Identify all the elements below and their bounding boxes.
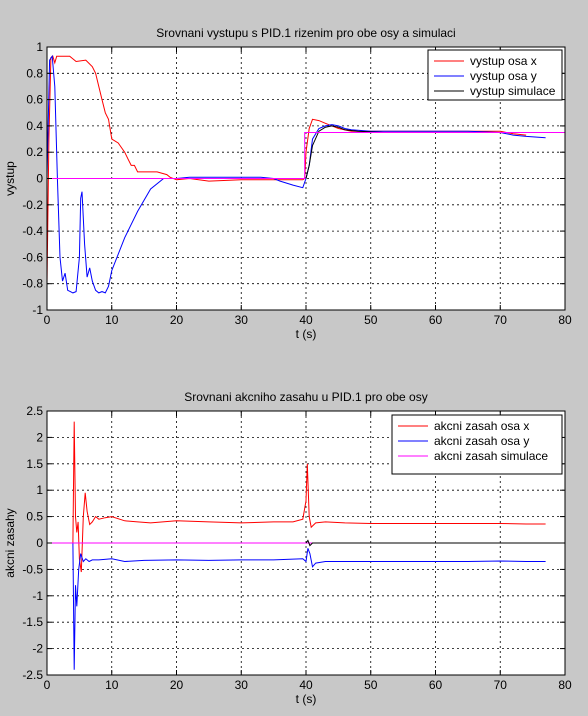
y-tick-label: 1: [36, 40, 43, 54]
y-tick-label: 0.4: [26, 119, 43, 133]
y-tick-label: -0.4: [22, 224, 43, 238]
legend-box: [391, 414, 563, 475]
y-tick-label: -1: [32, 303, 43, 317]
series-line-3: [305, 125, 384, 179]
legend-entry: akcni zasah simulace: [434, 449, 548, 463]
x-tick-label: 50: [364, 678, 378, 692]
y-tick-label: -2.5: [22, 668, 43, 682]
y-tick-label: 0: [36, 536, 43, 550]
x-tick-label: 60: [429, 313, 443, 327]
y-tick-label: 0.2: [26, 145, 43, 159]
y-tick-label: -0.5: [22, 562, 43, 576]
legend-box: [427, 49, 563, 101]
x-tick-label: 50: [364, 313, 378, 327]
y-tick-label: 0.6: [26, 93, 43, 107]
chart-title: Srovnani akcniho zasahu u PID.1 pro obe …: [184, 390, 427, 404]
x-tick-label: 60: [429, 678, 443, 692]
x-tick-label: 40: [299, 678, 313, 692]
y-tick-label: -1.5: [22, 615, 43, 629]
series-line-1: [46, 55, 527, 284]
x-axis-label: t (s): [296, 327, 317, 341]
y-tick-label: -0.2: [22, 198, 43, 212]
legend-entry: akcni zasah osa y: [434, 434, 529, 448]
x-axis-label: t (s): [296, 692, 317, 706]
chart-1: 0 10 20 30 40 50 60 70 80 -1 -0.8 -0.6 -0.4 -0.2 0 0.2 0…: [3, 26, 572, 341]
y-tick-label: 2.5: [26, 404, 43, 418]
y-tick-label: -2: [32, 642, 43, 656]
chart-2: 0 10 20 30 40 50 60 70 80 -2.5 -2 -1.5 -1 -0.5 0 0.5 1 1.…: [3, 390, 572, 706]
x-tick-label: 0: [44, 313, 51, 327]
x-tick-label: 80: [558, 313, 572, 327]
x-tick-label: 70: [494, 313, 508, 327]
y-tick-label: 0.8: [26, 66, 43, 80]
legend-entry: vystup simulace: [470, 84, 556, 98]
y-tick-label: -0.8: [22, 277, 43, 291]
y-tick-label: 2: [36, 430, 43, 444]
legend-entry: akcni zasah osa x: [434, 419, 529, 433]
series-line-1: [72, 421, 546, 573]
x-tick-label: 20: [170, 678, 184, 692]
x-tick-label: 10: [105, 313, 119, 327]
y-tick-label: -0.6: [22, 250, 43, 264]
x-tick-label: 30: [235, 678, 249, 692]
x-tick-label: 70: [494, 678, 508, 692]
x-tick-label: 40: [299, 313, 313, 327]
legend-entry: vystup osa x: [470, 54, 537, 68]
x-tick-label: 0: [44, 678, 51, 692]
x-tick-label: 80: [558, 678, 572, 692]
y-axis-label: akcni zasahy: [3, 508, 17, 577]
y-tick-label: 1.5: [26, 457, 43, 471]
series-line-4: [47, 132, 565, 179]
x-tick-label: 30: [235, 313, 249, 327]
y-tick-label: -1: [32, 589, 43, 603]
series-line-2: [46, 54, 546, 294]
y-tick-label: 0.5: [26, 510, 43, 524]
chart-title: Srovnani vystupu s PID.1 rizenim pro obe…: [156, 26, 455, 40]
y-tick-label: 1: [36, 483, 43, 497]
series-line-2: [72, 542, 546, 670]
series-line-4: [305, 539, 565, 547]
x-tick-label: 20: [170, 313, 184, 327]
y-axis-label: vystup: [3, 161, 17, 196]
legend-entry: vystup osa y: [470, 69, 537, 83]
x-tick-label: 10: [105, 678, 119, 692]
y-tick-label: 0: [36, 172, 43, 186]
